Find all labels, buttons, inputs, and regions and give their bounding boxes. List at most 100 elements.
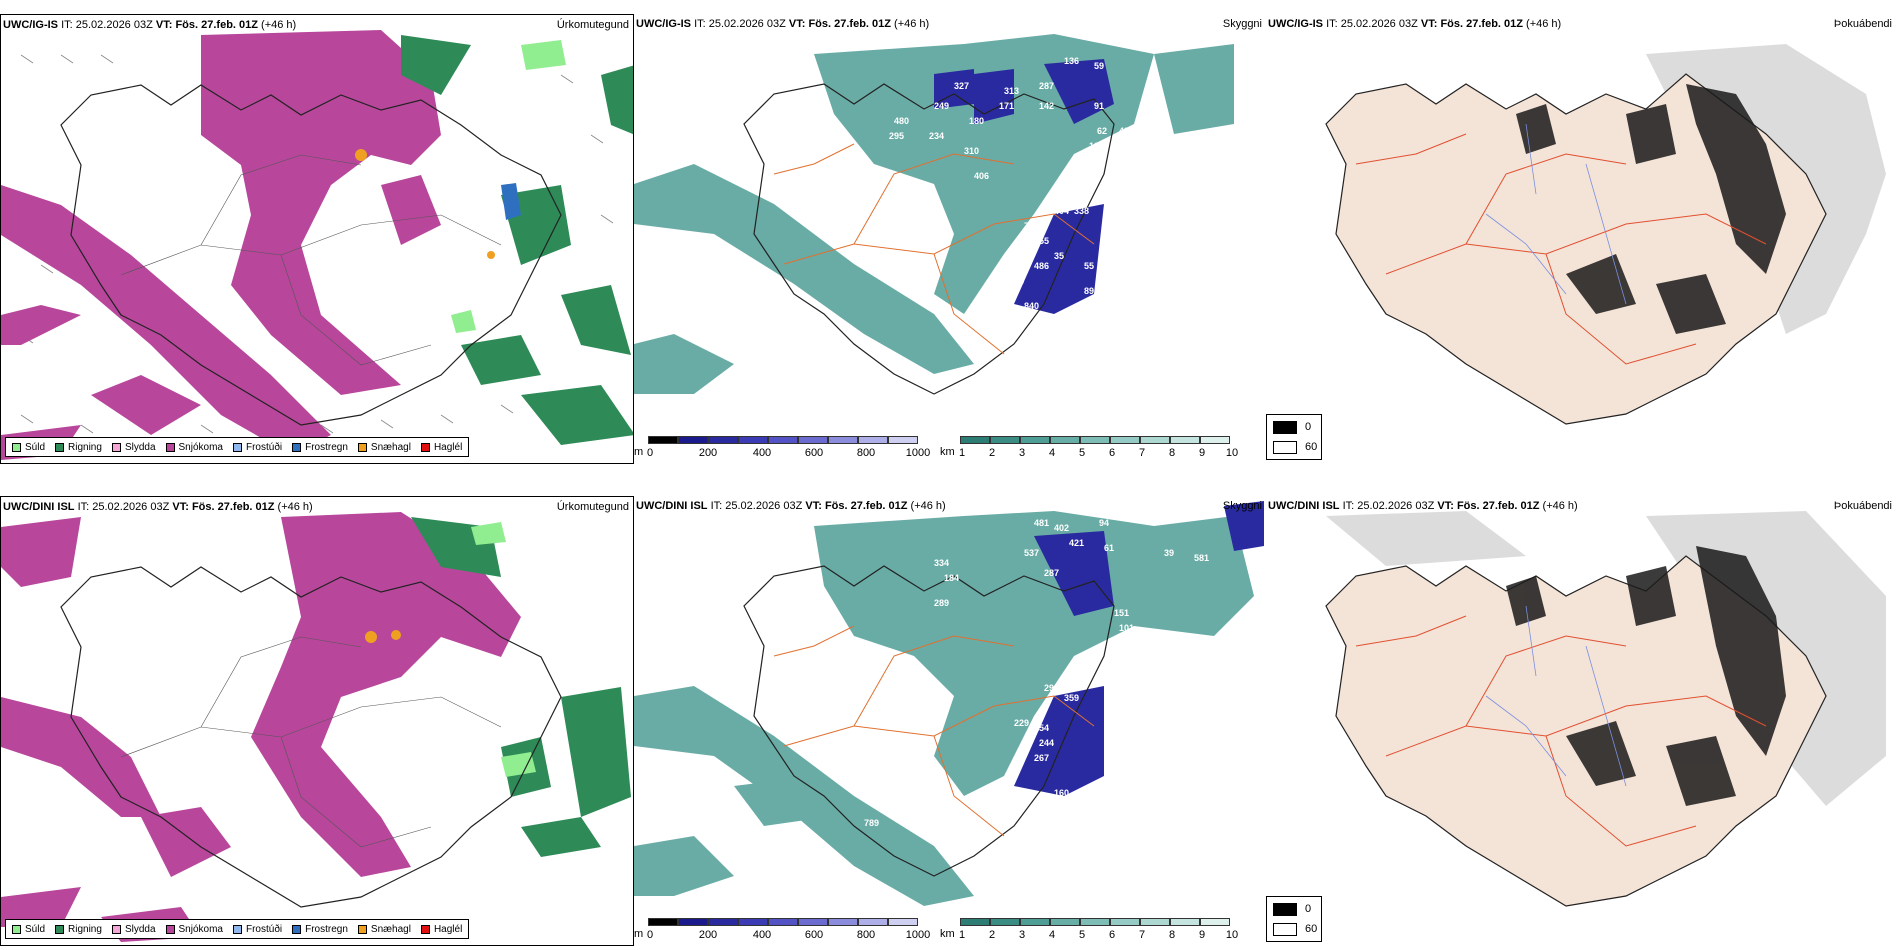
snow-depth-label: 229 <box>1014 718 1029 728</box>
snow-depth-label: 184 <box>944 573 959 583</box>
colorbar-seg <box>828 918 858 926</box>
drizzle-areas <box>471 522 536 777</box>
snow-depth-label: 294 <box>1044 683 1059 693</box>
snow-depth-label: 295 <box>889 131 904 141</box>
colorbar-seg <box>858 436 888 444</box>
colorbar-unit: m <box>634 928 644 940</box>
colorbar-seg <box>678 436 708 444</box>
colorbar-seg <box>648 436 678 444</box>
colorbar-tick: 8 <box>1168 447 1176 459</box>
fog-panel-row1: UWC/IG-IS IT: 25.02.2026 03Z VT: Fös. 27… <box>1266 14 1900 464</box>
snow-depth-label: 151 <box>1114 608 1129 618</box>
colorbar-tick: 1000 <box>905 929 931 941</box>
snow-depth-label: 359 <box>1064 693 1079 703</box>
colorbar-tick: 5 <box>1078 447 1086 459</box>
snow-depth-label: 101 <box>1089 141 1104 151</box>
panel-type-label: Úrkomutegund <box>556 501 629 513</box>
snow-depth-label: 94 <box>1099 518 1109 528</box>
legend-item: Snæhagl <box>357 442 411 453</box>
legend-item: Frostúði <box>232 442 282 453</box>
colorbar-seg <box>708 918 738 926</box>
colorbar-tick: 7 <box>1138 447 1146 459</box>
colorbar-seg <box>1200 918 1230 926</box>
colorbar-tick: 8 <box>1168 929 1176 941</box>
snow-depth-label: 35 <box>1054 251 1064 261</box>
roads <box>773 625 1095 837</box>
rivers <box>1485 605 1627 787</box>
fog-map <box>1325 44 1886 425</box>
snow-depth-label: 338 <box>1074 206 1089 216</box>
snow-depth-label: 76 <box>1054 331 1064 341</box>
panel-title: UWC/IG-IS IT: 25.02.2026 03Z VT: Fös. 27… <box>3 19 297 31</box>
fog-map <box>1325 511 1886 907</box>
legend-swatch <box>357 442 367 452</box>
snow-depth-label: 76 <box>1094 316 1104 326</box>
snow-depth-label: 581 <box>1194 553 1209 563</box>
snow-depth-label: 65 <box>1114 234 1124 244</box>
iceland-coastline <box>60 84 562 426</box>
colorbar-tick: 2 <box>988 929 996 941</box>
snow-depth-label: 13 <box>1109 738 1119 748</box>
colorbar-tick: 10 <box>1225 929 1239 941</box>
colorbar-tick: 9 <box>1198 929 1206 941</box>
snow-depth-label: 244 <box>1039 738 1054 748</box>
snow-depth-label: 55 <box>1084 261 1094 271</box>
colorbar-tick: 800 <box>856 447 876 459</box>
snow-depth-label: 763 <box>1024 221 1039 231</box>
colorbar-tick: 9 <box>1198 447 1206 459</box>
dense-fog <box>1506 546 1786 806</box>
snow-depth-label: 92 <box>1104 693 1114 703</box>
snow-depth-label: 91 <box>1094 101 1104 111</box>
roads <box>120 154 502 366</box>
iceland-land <box>1325 555 1827 907</box>
drizzle-areas <box>451 40 566 333</box>
snow-depth-label: 402 <box>1054 523 1069 533</box>
legend-swatch <box>232 924 242 934</box>
colorbar-tick: 200 <box>698 447 718 459</box>
snow-depth-label: 349 <box>924 231 939 241</box>
colorbar-seg <box>888 918 918 926</box>
visibility-panel-row2: UWC/DINI ISL IT: 25.02.2026 03Z VT: Fös.… <box>634 496 1266 946</box>
snow-depth-label: 404 <box>1054 206 1069 216</box>
snow-depth-label: 61 <box>1104 543 1114 553</box>
snow-depth-label: 840 <box>1024 301 1039 311</box>
snow-depth-label: 310 <box>964 146 979 156</box>
colorbar-tick: 3 <box>1018 447 1026 459</box>
colorbar-seg <box>1140 436 1170 444</box>
snow-depth-label: 249 <box>934 101 949 111</box>
legend-item: Frostregn <box>292 924 348 935</box>
snow-depth-labels: 327 313 287 136 59 480 249 180 171 142 91 62 295 234 1… <box>889 56 1164 341</box>
precip-type-map <box>1 512 631 942</box>
legend-swatch <box>232 442 242 452</box>
colorbar-seg <box>738 436 768 444</box>
legend-swatch <box>12 924 21 934</box>
snow-depth-label: 27 <box>1114 698 1124 708</box>
colorbar-seg <box>1200 436 1230 444</box>
snow-depth-label: 130 <box>1074 174 1089 184</box>
colorbar-seg <box>858 918 888 926</box>
roads <box>773 143 1095 355</box>
colorbar-m: m 0 200 400 600 800 1000 <box>634 916 934 946</box>
colorbar-m: m 0 200 400 600 800 1000 <box>634 434 934 464</box>
legend-item: Rigning <box>55 442 102 453</box>
colorbar-tick: 0 <box>646 447 654 459</box>
iceland-coastline <box>743 565 1115 877</box>
snow-depth-label: 39 <box>1164 548 1174 558</box>
snow-depth-label: 486 <box>1034 261 1049 271</box>
visibility-panel-row1: UWC/IG-IS IT: 25.02.2026 03Z VT: Fös. 27… <box>634 14 1266 464</box>
fog-legend-white <box>1273 923 1297 936</box>
colorbar-unit: m <box>634 446 644 458</box>
colorbar-tick: 5 <box>1078 929 1086 941</box>
panel-type-label: Skyggni <box>1222 18 1262 30</box>
snow-depth-label: 264 <box>1009 276 1024 286</box>
legend-item: Rigning <box>55 924 102 935</box>
snow-depth-label: 327 <box>954 81 969 91</box>
colorbar-seg <box>1140 918 1170 926</box>
snow-depth-label: 254 <box>1034 723 1049 733</box>
snow-depth-label: 421 <box>1069 538 1084 548</box>
roads <box>1355 133 1767 365</box>
colorbar-seg <box>1050 436 1080 444</box>
snow-depth-label: 79 <box>1104 281 1114 291</box>
colorbar-seg <box>798 918 828 926</box>
snow-depth-label: 22 <box>1104 743 1114 753</box>
